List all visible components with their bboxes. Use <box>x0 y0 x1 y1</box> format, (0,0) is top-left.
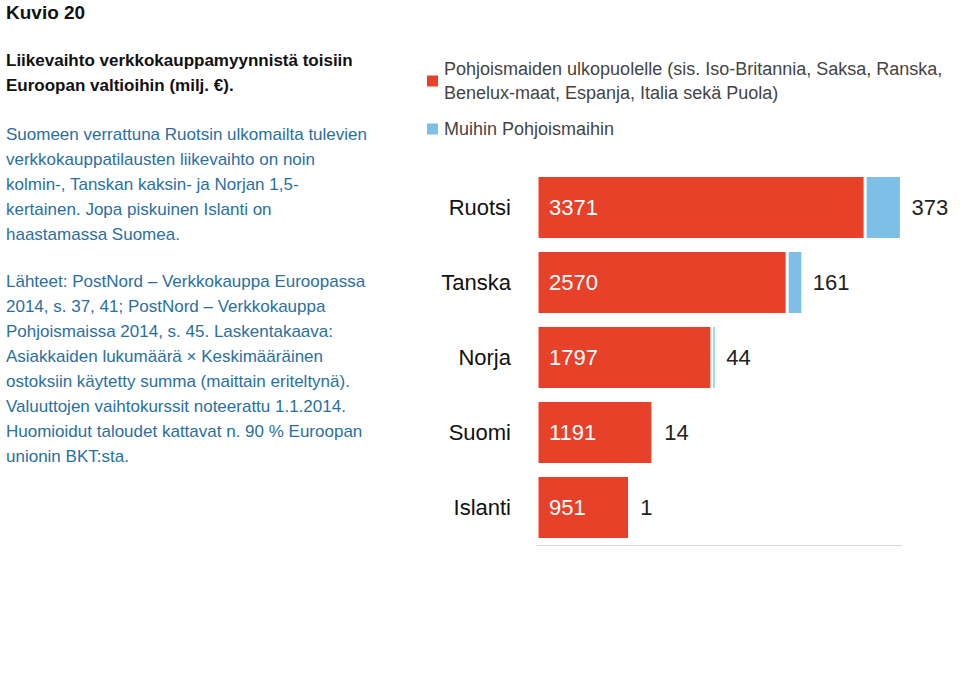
svg-text:Norja: Norja <box>458 345 511 370</box>
svg-text:2570: 2570 <box>549 270 598 295</box>
svg-text:Tanska: Tanska <box>441 270 511 295</box>
svg-text:161: 161 <box>813 270 850 295</box>
svg-text:Muihin Pohjoismaihin: Muihin Pohjoismaihin <box>444 119 614 139</box>
svg-text:1797: 1797 <box>549 345 598 370</box>
html-text:Kuvio 20: Kuvio 20 <box>6 2 86 23</box>
svg-text:1: 1 <box>640 495 652 520</box>
svg-text:951: 951 <box>549 495 586 520</box>
svg-text:44: 44 <box>726 345 750 370</box>
svg-text:1191: 1191 <box>549 420 596 445</box>
svg-text:Suomi: Suomi <box>449 420 511 445</box>
svg-text:373: 373 <box>911 195 948 220</box>
svg-text:Benelux-maat, Espanja, Italia: Benelux-maat, Espanja, Italia sekä Puola… <box>444 83 778 103</box>
html-text:Suomeen verrattuna Ruotsin ulk: Suomeen verrattuna Ruotsin ulkomailta tu… <box>6 125 367 244</box>
svg-text:Ruotsi: Ruotsi <box>449 195 511 220</box>
svg-text:Islanti: Islanti <box>454 495 511 520</box>
svg-text:14: 14 <box>664 420 688 445</box>
html-text:Lähteet: PostNord – Verkkokaup: Lähteet: PostNord – Verkkokauppa Euroopa… <box>6 272 366 466</box>
svg-text:Pohjoismaiden ulkopuolelle (si: Pohjoismaiden ulkopuolelle (sis. Iso-Bri… <box>444 59 947 79</box>
svg-text:3371: 3371 <box>549 195 598 220</box>
html-text:Liikevaihto verkkokauppamyynni: Liikevaihto verkkokauppamyynnistä toisii… <box>6 51 353 95</box>
